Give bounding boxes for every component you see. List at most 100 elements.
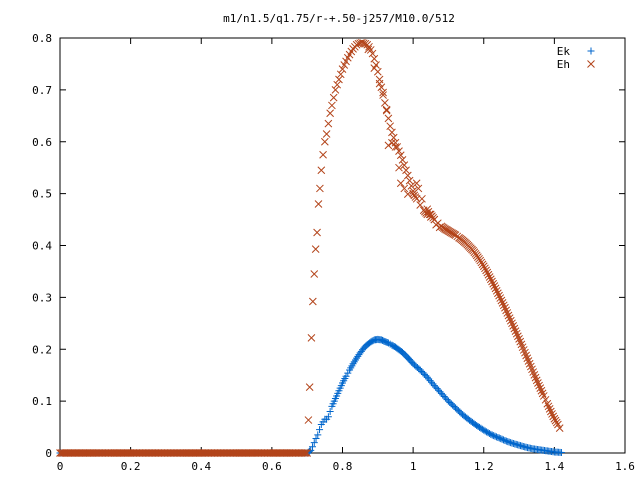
eh-point xyxy=(554,420,562,429)
eh-point xyxy=(552,418,561,427)
eh-point xyxy=(322,130,331,138)
eh-point xyxy=(320,137,329,146)
eh-point xyxy=(316,184,324,193)
eh-point xyxy=(319,150,327,159)
eh-point xyxy=(514,332,522,341)
eh-point xyxy=(503,309,512,317)
eh-point xyxy=(388,128,396,137)
eh-point xyxy=(519,346,528,354)
eh-point xyxy=(530,370,539,379)
eh-point xyxy=(418,194,426,203)
y-tick-label: 0.2 xyxy=(32,343,52,356)
eh-point xyxy=(508,319,516,328)
eh-point xyxy=(543,399,552,408)
eh-point xyxy=(485,273,494,281)
eh-point xyxy=(412,179,421,188)
eh-point xyxy=(368,49,377,58)
eh-point xyxy=(338,65,347,73)
y-tick-label: 0.6 xyxy=(32,136,52,149)
eh-point xyxy=(375,75,384,84)
eh-point xyxy=(511,327,520,335)
eh-point xyxy=(305,383,314,391)
eh-point xyxy=(326,109,334,118)
eh-point xyxy=(370,54,379,63)
y-tick-label: 0.8 xyxy=(32,32,52,45)
eh-point xyxy=(545,405,554,413)
eh-point xyxy=(342,57,350,66)
eh-point xyxy=(477,258,486,267)
eh-point xyxy=(405,176,414,185)
eh-point xyxy=(534,379,542,387)
eh-point xyxy=(398,156,407,164)
eh-point xyxy=(481,264,489,273)
eh-point xyxy=(331,86,340,94)
eh-point xyxy=(335,75,343,84)
ek-point xyxy=(308,443,316,451)
eh-point xyxy=(384,114,393,123)
eh-point xyxy=(523,354,532,363)
eh-point xyxy=(311,245,320,253)
eh-point xyxy=(488,277,496,286)
eh-point xyxy=(546,407,555,416)
eh-point xyxy=(526,362,535,371)
x-tick-label: 1.2 xyxy=(474,460,494,473)
x-tick-label: 1.6 xyxy=(615,460,635,473)
eh-point xyxy=(366,46,375,54)
eh-point xyxy=(314,200,323,208)
eh-point xyxy=(381,98,389,107)
eh-point xyxy=(555,424,564,432)
eh-point xyxy=(524,357,533,365)
eh-point xyxy=(396,179,405,188)
eh-point xyxy=(395,163,403,172)
eh-point xyxy=(324,119,333,128)
eh-point xyxy=(393,143,402,151)
y-tick-label: 0.4 xyxy=(32,240,52,253)
y-tick-label: 0.1 xyxy=(32,395,52,408)
eh-point xyxy=(396,151,405,160)
eh-point xyxy=(492,286,501,295)
x-tick-label: 0.4 xyxy=(191,460,211,473)
eh-point xyxy=(501,303,509,312)
eh-point xyxy=(384,141,393,150)
eh-point xyxy=(528,365,536,374)
eh-point xyxy=(496,294,505,302)
eh-point xyxy=(532,376,541,385)
legend-marker-eh xyxy=(587,60,595,68)
eh-point xyxy=(373,67,382,76)
eh-point xyxy=(478,260,487,269)
ek-point xyxy=(312,434,320,442)
eh-point xyxy=(409,187,417,195)
y-tick-label: 0 xyxy=(45,447,52,460)
x-tick-label: 0 xyxy=(57,460,64,473)
chart-title: m1/n1.5/q1.75/r-+.50-j257/M10.0/512 xyxy=(223,12,455,25)
x-tick-label: 1 xyxy=(410,460,417,473)
eh-point xyxy=(377,83,386,92)
ek-point xyxy=(344,369,352,377)
x-tick-label: 0.2 xyxy=(121,460,141,473)
eh-point xyxy=(516,337,525,346)
eh-point xyxy=(476,256,485,265)
eh-point xyxy=(538,389,547,398)
legend-label-ek: Ek xyxy=(557,45,571,58)
eh-point xyxy=(536,384,545,393)
eh-point xyxy=(486,275,495,284)
eh-point xyxy=(379,91,387,99)
data-marks xyxy=(56,38,565,457)
ek-point xyxy=(342,372,350,380)
eh-point xyxy=(479,262,488,271)
ek-point xyxy=(384,339,392,347)
x-tick-label: 0.8 xyxy=(333,460,353,473)
ticks: 0 0.2 0.4 0.6 0.8 1 1.2 1.4 1.6 0 0.1 0.2 0.3 0.4 0.5 0… xyxy=(32,32,635,473)
eh-point xyxy=(490,282,499,290)
ek-point xyxy=(386,340,394,348)
y-tick-label: 0.3 xyxy=(32,291,52,304)
eh-point xyxy=(333,80,342,89)
eh-point xyxy=(537,386,546,395)
eh-point xyxy=(329,93,338,102)
eh-point xyxy=(483,268,492,277)
eh-point xyxy=(494,289,502,298)
eh-point xyxy=(502,306,510,315)
eh-point xyxy=(423,205,432,214)
eh-point xyxy=(328,101,336,110)
